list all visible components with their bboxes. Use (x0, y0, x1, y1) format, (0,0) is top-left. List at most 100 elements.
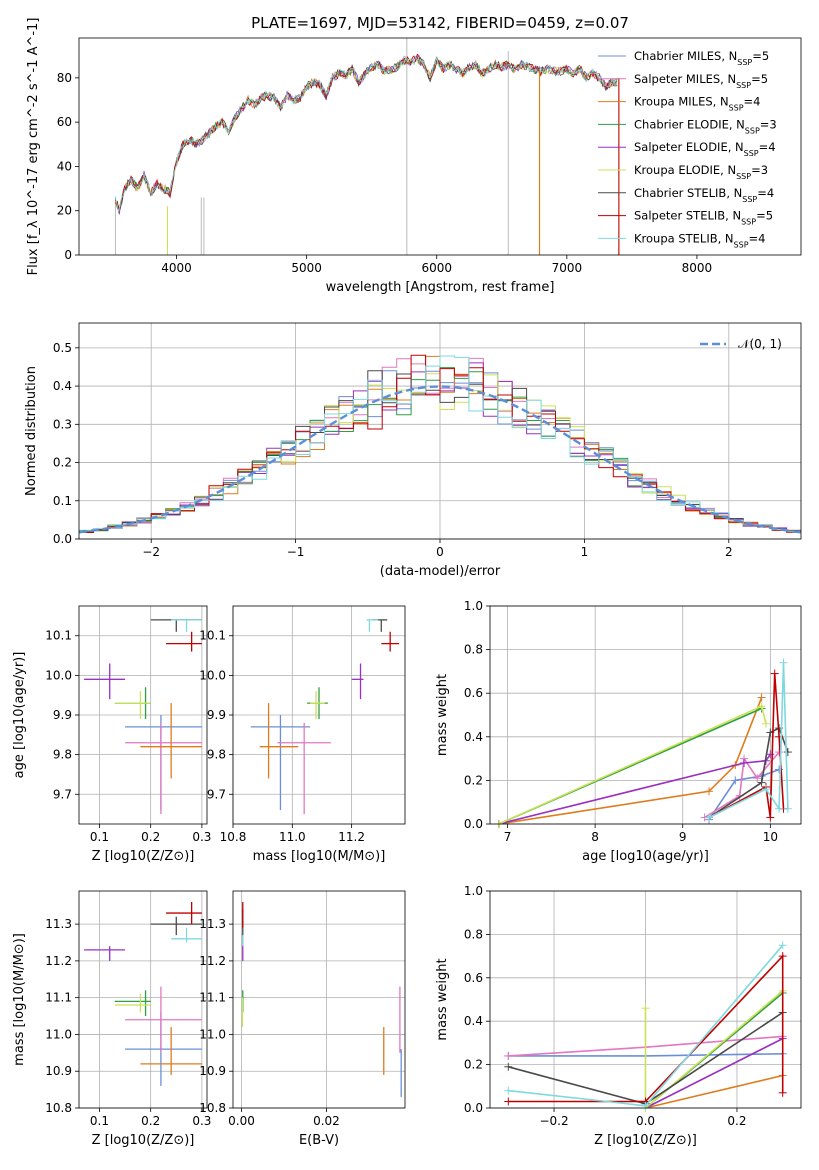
y-tick-label: 9.9 (53, 708, 72, 722)
x-tick-label: 11.0 (279, 830, 306, 844)
histogram-series (79, 354, 801, 533)
plot-area (250, 619, 400, 815)
mass-weight-line (645, 1037, 784, 1109)
y-tick-label: 11.1 (199, 991, 226, 1005)
x-tick-label: 9 (679, 830, 687, 844)
y-axis-label: Flux [f_λ 10^-17 erg cm^-2 s^-1 A^-1] (26, 18, 41, 276)
x-tick-label: 0.3 (192, 830, 211, 844)
x-tick-label: 10 (763, 830, 778, 844)
y-tick-label: 0.0 (464, 817, 483, 831)
spectrum-line (115, 54, 618, 210)
legend-sub: SSP (741, 217, 756, 226)
legend-rest: =4 (757, 186, 774, 200)
y-tick-label: 9.9 (207, 708, 226, 722)
x-tick-label: 7000 (552, 261, 583, 275)
y-axis-label: age [log10(age/yr)] (12, 652, 27, 779)
legend-sub: SSP (736, 80, 751, 89)
y-tick-label: 11.3 (199, 917, 226, 931)
x-axis-label: Z [log10(Z/Z⊙)] (92, 849, 195, 864)
plot-area (241, 902, 402, 1097)
x-tick-label: 0.2 (727, 1114, 746, 1128)
y-tick-label: 9.8 (53, 748, 72, 762)
y-tick-label: 0.8 (464, 927, 483, 941)
y-tick-label: 10.0 (45, 668, 72, 682)
y-tick-label: 0.2 (53, 456, 72, 470)
normal-curve (78, 385, 802, 534)
mass-weight-line (498, 753, 771, 825)
y-tick-label: 10.1 (45, 629, 72, 643)
spectrum-line (115, 53, 618, 211)
spectrum-line (115, 56, 618, 212)
legend-label: Salpeter MILES, NSSP=5 (634, 72, 768, 90)
legend-label: Chabrier ELODIE, NSSP=3 (634, 117, 777, 135)
plot-area (504, 941, 787, 1112)
y-tick-label: 0.2 (464, 1058, 483, 1072)
legend-label: Chabrier MILES, NSSP=5 (634, 49, 769, 67)
spectrum-panel: 4000 5000 6000 7000 8000 0 20 40 60 80 wavelength … (26, 18, 802, 295)
plot-area (494, 658, 792, 828)
axes-frame (78, 37, 802, 256)
legend-rest: =5 (752, 49, 769, 63)
spectrum-line (115, 55, 618, 212)
y-tick-label: 0.8 (464, 643, 483, 657)
y-tick-label: 11.0 (45, 1027, 72, 1041)
x-tick-label: 0.2 (141, 1114, 160, 1128)
y-tick-label: 11.3 (45, 917, 72, 931)
y-tick-label: 0.3 (53, 417, 72, 431)
axes-frame (489, 890, 802, 1109)
legend-rest: =5 (756, 209, 773, 223)
legend-rest: =5 (751, 72, 768, 86)
y-tick-label: 0.4 (464, 730, 483, 744)
legend-label: Salpeter ELODIE, NSSP=4 (634, 140, 776, 158)
y-tick-label: 0.4 (53, 379, 72, 393)
y-tick-label: 0.1 (53, 494, 72, 508)
x-axis-label: E(B-V) (299, 1133, 339, 1148)
legend-label: Kroupa MILES, NSSP=4 (634, 95, 760, 113)
y-tick-label: 0.5 (53, 341, 72, 355)
mass-weight-line (508, 954, 784, 1103)
mass-weight-vs-z-panel: −0.2 0.0 0.2 0.0 0.2 0.4 0.6 0.8 1.0 Z [log10(Z/Z… (435, 884, 802, 1148)
legend-sub: SSP (734, 240, 749, 249)
legend-label: Kroupa STELIB, NSSP=4 (634, 231, 765, 249)
y-tick-label: 0.6 (464, 971, 483, 985)
legend-rest: =4 (744, 95, 761, 109)
x-tick-label: 6000 (421, 261, 452, 275)
x-tick-label: 0.02 (313, 1114, 340, 1128)
y-axis-label: Normed distribution (24, 366, 39, 496)
y-tick-label: 80 (57, 71, 72, 85)
y-tick-label: 1.0 (464, 884, 483, 898)
x-tick-label: 1 (581, 545, 589, 559)
mass-vs-ebv-panel: 0.00 0.02 10.8 10.9 11.0 11.1 11.2 11.3 E(B-V) (199, 890, 406, 1148)
x-tick-label: 7 (504, 830, 512, 844)
plot-area (84, 902, 202, 1086)
legend-rest: =4 (749, 231, 766, 245)
x-tick-label: −0.2 (539, 1114, 568, 1128)
axes-frame (78, 890, 208, 1109)
y-tick-label: 0.6 (464, 686, 483, 700)
legend-sub: SSP (737, 58, 752, 67)
legend-rest: =3 (751, 163, 768, 177)
y-tick-label: 0 (64, 248, 72, 262)
mass-vs-z-panel: 0.1 0.2 0.3 10.8 10.9 11.0 11.1 11.2 11.3 Z [log1… (12, 890, 211, 1148)
figure-title: PLATE=1697, MJD=53142, FIBERID=0459, z=0… (251, 14, 629, 32)
x-tick-label: 0.0 (636, 1114, 655, 1128)
y-tick-label: 40 (57, 159, 72, 173)
x-axis-label: (data-model)/error (380, 564, 501, 579)
y-tick-label: 0.0 (464, 1101, 483, 1115)
spectrum-line (115, 55, 618, 214)
y-tick-label: 10.8 (199, 1101, 226, 1115)
x-tick-label: 0.3 (192, 1114, 211, 1128)
legend-sub: SSP (745, 126, 760, 135)
legend-rest: =4 (759, 140, 776, 154)
legend-sub: SSP (744, 149, 759, 158)
mass-weight-line (645, 1074, 783, 1109)
y-tick-label: 10.0 (199, 668, 226, 682)
legend-label: Chabrier STELIB, NSSP=4 (634, 186, 774, 204)
x-tick-label: 0.00 (228, 1114, 255, 1128)
legend-label: Kroupa ELODIE, NSSP=3 (634, 163, 768, 181)
mass-weight-line (708, 673, 785, 819)
x-tick-label: 0.2 (141, 830, 160, 844)
axes-frame (232, 605, 406, 825)
plot-area (114, 38, 620, 255)
y-tick-label: 10.9 (199, 1064, 226, 1078)
